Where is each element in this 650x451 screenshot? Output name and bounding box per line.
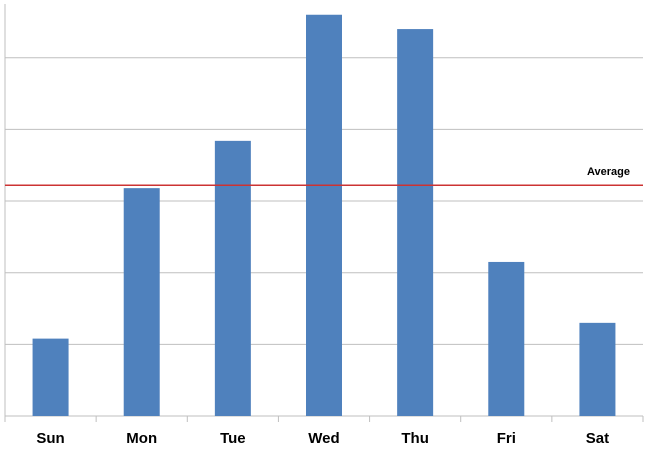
average-label: Average	[587, 166, 630, 178]
x-tick-label: Sun	[36, 430, 64, 447]
bar	[32, 338, 69, 416]
x-tick-label: Sat	[586, 430, 609, 447]
bar	[306, 14, 342, 416]
x-tick-label: Fri	[497, 430, 516, 447]
x-tick-label: Mon	[126, 430, 157, 447]
bar	[123, 188, 160, 416]
bar	[397, 29, 434, 417]
x-tick-label: Thu	[401, 430, 429, 447]
x-tick-label: Wed	[308, 430, 339, 447]
bar	[214, 140, 251, 416]
bar	[579, 322, 616, 416]
bar	[488, 261, 525, 416]
x-tick-label: Tue	[220, 430, 246, 447]
